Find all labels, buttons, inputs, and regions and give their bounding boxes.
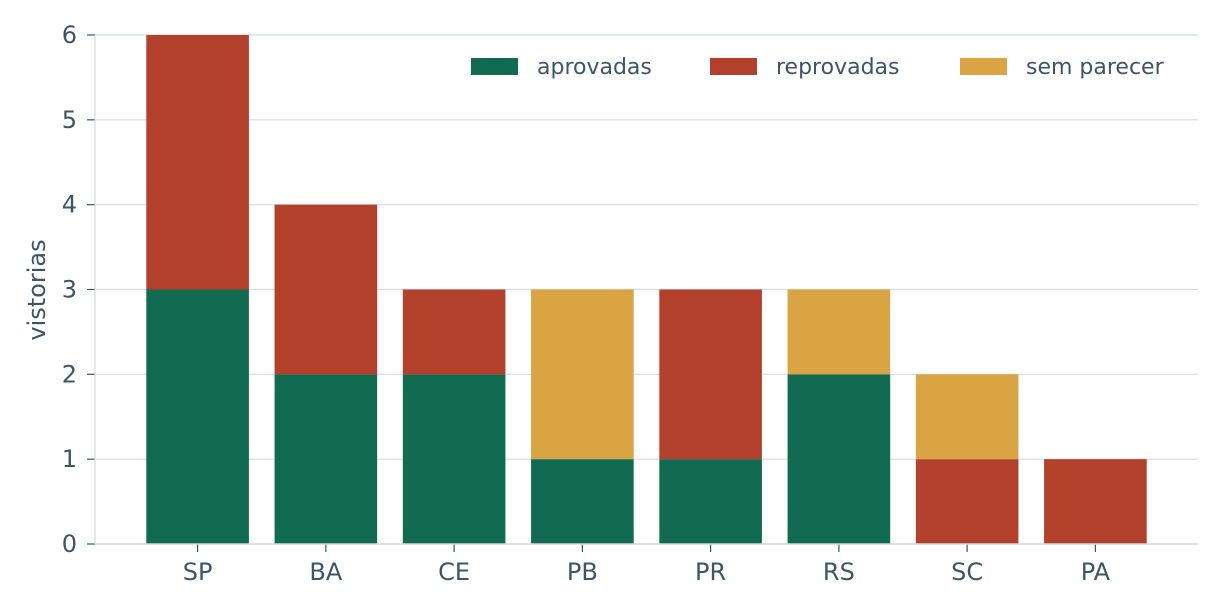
legend-swatch-sem-parecer bbox=[960, 58, 1007, 75]
legend-label-aprovadas: aprovadas bbox=[537, 55, 652, 80]
legend: aprovadas reprovadas sem parecer bbox=[471, 55, 1165, 80]
bar-ce-aprovadas bbox=[402, 374, 506, 544]
bar-ba-reprovadas bbox=[274, 204, 378, 375]
y-axis-title: vistorias bbox=[23, 239, 51, 340]
bar-ba-aprovadas bbox=[274, 374, 378, 544]
legend-swatch-aprovadas bbox=[471, 58, 518, 75]
x-tick-label: PR bbox=[695, 558, 726, 586]
legend-label-reprovadas: reprovadas bbox=[776, 55, 900, 80]
y-tick-label: 5 bbox=[62, 106, 77, 134]
y-tick-label: 1 bbox=[62, 445, 77, 473]
bar-sp-reprovadas bbox=[146, 35, 249, 290]
bar-rs-aprovadas bbox=[787, 374, 891, 544]
x-tick-label: PA bbox=[1081, 558, 1111, 586]
x-tick-label: RS bbox=[823, 558, 855, 586]
y-tick-label: 0 bbox=[62, 530, 77, 558]
bar-sc-sem-parecer bbox=[915, 374, 1019, 460]
x-tick-label: PB bbox=[567, 558, 598, 586]
axes: 0 1 2 3 4 5 6 SP BA CE PB PR RS SC PA bbox=[62, 21, 1198, 586]
y-tick-label: 3 bbox=[62, 276, 77, 304]
bars bbox=[146, 35, 1147, 544]
x-tick-label: SP bbox=[183, 558, 213, 586]
y-tick-label: 6 bbox=[62, 21, 77, 49]
bar-pr-aprovadas bbox=[659, 459, 762, 544]
bar-rs-sem-parecer bbox=[787, 289, 891, 375]
bar-ce-reprovadas bbox=[402, 289, 506, 375]
x-tick-label: CE bbox=[438, 558, 470, 586]
legend-label-sem-parecer: sem parecer bbox=[1026, 55, 1165, 80]
bar-pa-reprovadas bbox=[1044, 459, 1147, 544]
bar-pr-reprovadas bbox=[659, 289, 762, 460]
legend-swatch-reprovadas bbox=[710, 58, 757, 75]
bar-pb-aprovadas bbox=[531, 459, 634, 544]
bar-pb-sem-parecer bbox=[531, 289, 634, 460]
x-tick-label: SC bbox=[951, 558, 983, 586]
x-tick-label: BA bbox=[309, 558, 342, 586]
bar-sc-reprovadas bbox=[915, 459, 1019, 544]
y-tick-label: 4 bbox=[62, 191, 77, 219]
gridlines bbox=[95, 34, 1198, 545]
bar-sp-aprovadas bbox=[146, 289, 249, 544]
y-tick-label: 2 bbox=[62, 360, 77, 388]
